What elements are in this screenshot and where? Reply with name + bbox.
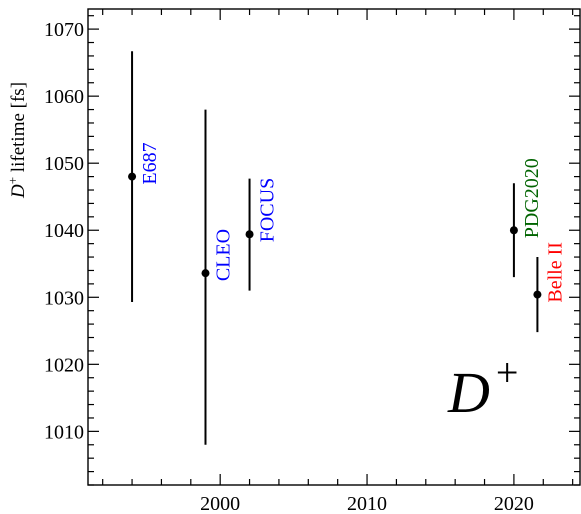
x-tick-label: 2020: [494, 493, 534, 514]
data-point: [533, 290, 542, 299]
point-label: Belle II: [544, 242, 566, 303]
particle-annotation-sup: +: [496, 350, 519, 395]
x-tick-label: 2010: [347, 493, 387, 514]
point-label: CLEO: [212, 229, 234, 281]
y-tick-label: 1020: [44, 354, 84, 376]
particle-annotation: D +: [447, 350, 518, 425]
y-tick-label: 1070: [44, 19, 84, 41]
plot-frame: [87, 8, 581, 486]
axis-ticks: [88, 9, 580, 486]
point-label: FOCUS: [257, 178, 279, 242]
data-point: [245, 230, 254, 239]
data-points: [128, 51, 542, 445]
y-tick-label: 1010: [44, 421, 84, 443]
point-label: PDG2020: [521, 158, 543, 238]
point-label: E687: [139, 142, 161, 184]
y-tick-label: 1060: [44, 86, 84, 108]
y-tick-label: 1040: [44, 220, 84, 242]
data-point: [201, 269, 210, 278]
y-axis-title-sup: +: [5, 177, 20, 184]
y-axis-title-rest: lifetime [fs]: [8, 82, 29, 177]
y-tick-label: 1030: [44, 287, 84, 309]
axis-tick-labels: 1010 1020 1030 1040 1050 1060 1070 2000 2010 2020: [44, 19, 534, 514]
data-point: [509, 226, 518, 235]
particle-annotation-base: D: [447, 360, 490, 425]
x-tick-label: 2000: [200, 493, 240, 514]
data-point: [128, 172, 137, 181]
y-axis-title: D+ lifetime [fs]: [5, 82, 29, 199]
y-tick-label: 1050: [44, 153, 84, 175]
y-axis-title-base: D: [8, 184, 29, 199]
